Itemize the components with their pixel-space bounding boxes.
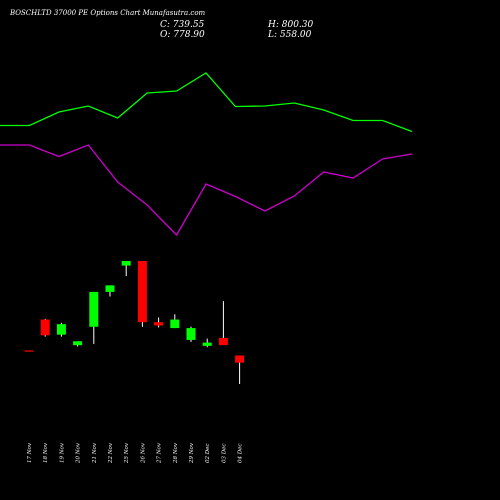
candle-body <box>154 322 164 326</box>
candle-body <box>56 324 66 335</box>
high-value: H: 800.30 <box>268 20 314 30</box>
upper-indicator-line <box>0 72 413 133</box>
x-tick-label: 25 Nov <box>124 442 130 464</box>
x-tick-label: 18 Nov <box>43 442 49 463</box>
candle-body <box>105 285 115 292</box>
x-tick-label: 22 Nov <box>108 442 114 464</box>
candle-body <box>218 337 228 346</box>
x-tick-label: 29 Nov <box>189 442 195 464</box>
candle-body <box>24 350 34 352</box>
x-tick-label: 28 Nov <box>173 442 179 464</box>
x-tick-label: 21 Nov <box>92 442 98 464</box>
x-tick-label: 17 Nov <box>27 442 33 463</box>
close-value: C: 739.55 <box>160 20 205 30</box>
candle-body <box>73 341 83 346</box>
x-tick-label: 04 Dec <box>238 444 244 464</box>
chart-title: BOSCHLTD 37000 PE Options Chart Munafasu… <box>10 9 206 17</box>
lower-indicator-line <box>0 144 413 237</box>
candle-body <box>121 261 131 266</box>
candle-body <box>170 319 180 329</box>
candle-body <box>186 328 196 340</box>
candle-body <box>235 355 245 363</box>
x-tick-label: 03 Dec <box>221 444 227 464</box>
candle-body <box>137 261 147 323</box>
candle-body <box>89 291 99 327</box>
x-tick-label: 02 Dec <box>205 444 211 464</box>
x-tick-label: 19 Nov <box>59 442 65 463</box>
candle-body <box>40 319 50 336</box>
low-value: L: 558.00 <box>268 30 312 40</box>
x-tick-label: 26 Nov <box>140 442 146 464</box>
x-tick-label: 20 Nov <box>76 442 82 464</box>
open-value: O: 778.90 <box>160 30 205 40</box>
x-tick-label: 27 Nov <box>157 442 163 464</box>
candle-body <box>202 342 212 346</box>
